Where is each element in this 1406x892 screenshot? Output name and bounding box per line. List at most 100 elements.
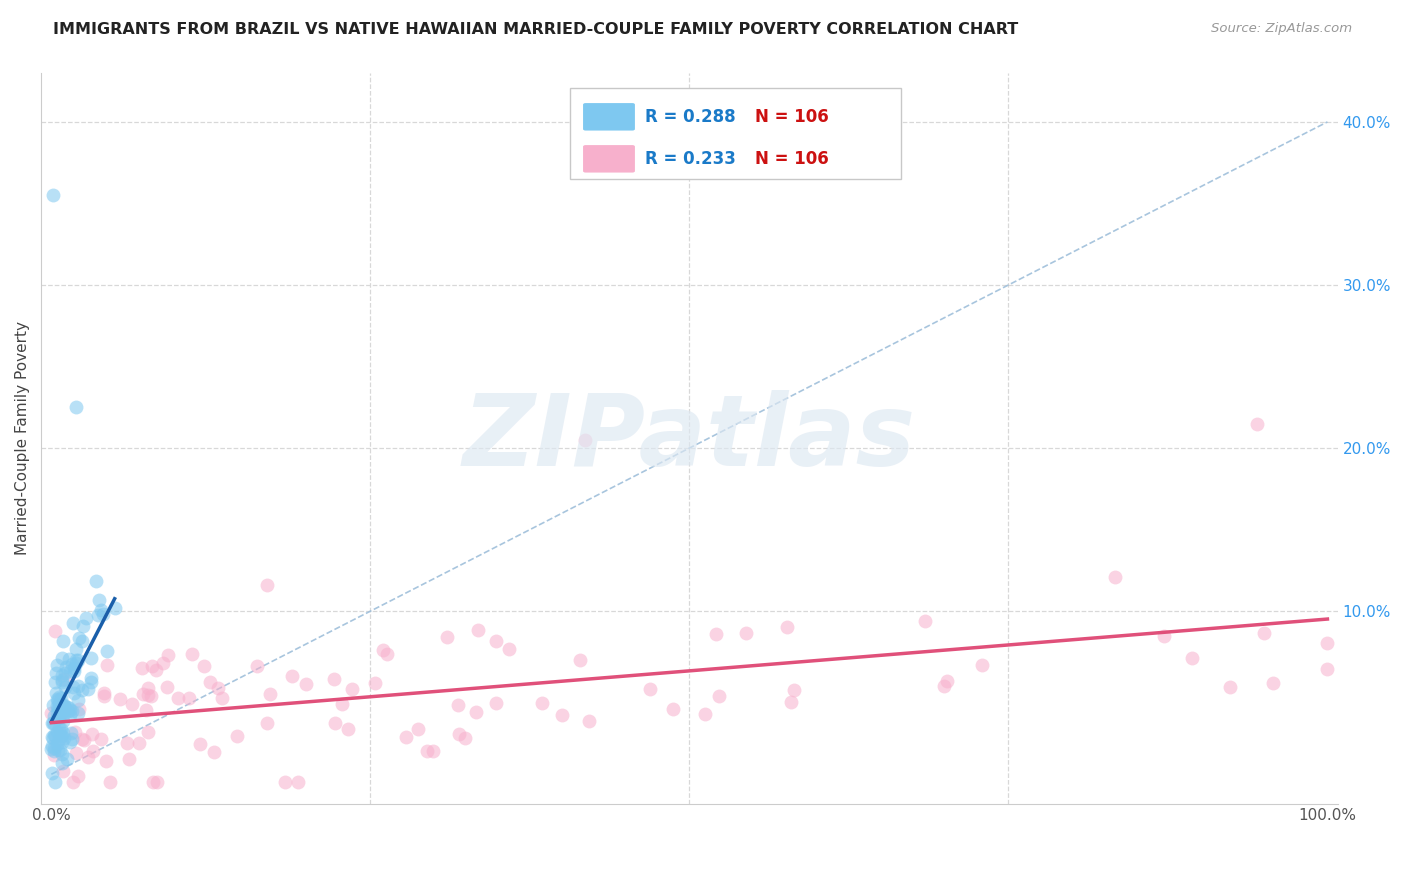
FancyBboxPatch shape: [583, 103, 636, 130]
Point: [44, 624, 66, 639]
FancyBboxPatch shape: [583, 145, 636, 172]
Point: [42, 741, 65, 756]
Point: [65, 746, 87, 760]
Point: [91, 607, 114, 622]
Point: [198, 674, 221, 689]
Point: [1181, 650, 1204, 665]
Point: [52, 714, 75, 728]
Point: [80, 651, 103, 665]
Point: [695, 707, 717, 722]
Point: [167, 691, 190, 706]
Point: [45, 706, 67, 720]
Point: [41, 188, 63, 202]
Point: [281, 669, 304, 683]
Point: [65, 401, 87, 415]
Point: [42, 715, 65, 730]
Point: [76, 682, 98, 697]
Point: [42, 731, 65, 745]
Point: [48, 721, 70, 735]
Point: [98, 775, 121, 789]
Point: [287, 775, 309, 789]
Point: [211, 691, 233, 706]
Point: [58, 701, 80, 715]
Text: IMMIGRANTS FROM BRAZIL VS NATIVE HAWAIIAN MARRIED-COUPLE FAMILY POVERTY CORRELAT: IMMIGRANTS FROM BRAZIL VS NATIVE HAWAIIA…: [53, 22, 1019, 37]
Point: [207, 681, 229, 696]
Point: [141, 689, 163, 703]
Point: [49, 726, 72, 740]
Point: [89, 593, 111, 607]
Point: [48, 690, 70, 704]
Point: [638, 682, 661, 697]
Point: [574, 433, 596, 447]
Point: [131, 661, 153, 675]
Point: [52, 633, 75, 648]
Point: [65, 652, 87, 666]
Point: [49, 705, 72, 719]
Point: [485, 696, 508, 710]
Point: [66, 693, 89, 707]
Point: [44, 747, 66, 762]
Point: [60, 704, 83, 718]
Point: [56, 704, 79, 718]
Point: [1104, 570, 1126, 584]
Point: [156, 680, 179, 694]
Point: [136, 724, 159, 739]
Point: [67, 653, 90, 667]
Point: [735, 626, 758, 640]
Point: [46, 737, 69, 751]
Point: [569, 653, 592, 667]
Point: [1316, 662, 1339, 676]
Point: [41, 698, 63, 712]
Point: [60, 731, 83, 746]
Point: [115, 736, 138, 750]
Point: [44, 675, 66, 690]
Point: [49, 704, 72, 718]
Point: [42, 709, 65, 723]
Point: [48, 697, 70, 711]
Point: [51, 706, 73, 721]
Point: [67, 769, 90, 783]
Point: [110, 691, 132, 706]
Point: [259, 687, 281, 701]
Point: [45, 665, 67, 680]
Point: [578, 714, 600, 729]
Point: [932, 679, 955, 693]
Point: [90, 603, 112, 617]
Point: [41, 766, 63, 780]
Point: [226, 730, 249, 744]
Point: [62, 664, 84, 678]
Point: [780, 695, 803, 709]
Point: [467, 623, 489, 637]
Point: [96, 644, 118, 658]
Point: [58, 652, 80, 666]
Point: [87, 608, 110, 623]
Point: [46, 693, 69, 707]
Point: [80, 671, 103, 685]
Point: [70, 634, 93, 648]
Point: [395, 730, 418, 744]
Point: [135, 703, 157, 717]
Point: [1219, 680, 1241, 694]
Point: [51, 651, 73, 665]
Point: [59, 703, 82, 717]
Point: [323, 673, 346, 687]
Point: [530, 696, 553, 710]
Point: [65, 641, 87, 656]
Point: [415, 744, 437, 758]
Point: [142, 775, 165, 789]
Point: [45, 724, 67, 739]
Point: [55, 700, 77, 714]
Point: [59, 708, 82, 723]
Point: [294, 677, 316, 691]
Point: [70, 732, 93, 747]
Point: [498, 642, 520, 657]
Point: [436, 630, 458, 644]
Point: [55, 665, 77, 680]
Point: [65, 725, 87, 739]
Point: [41, 716, 63, 731]
Point: [128, 736, 150, 750]
Point: [46, 692, 69, 706]
Point: [707, 690, 730, 704]
Point: [371, 642, 394, 657]
Text: R = 0.233: R = 0.233: [645, 150, 737, 168]
